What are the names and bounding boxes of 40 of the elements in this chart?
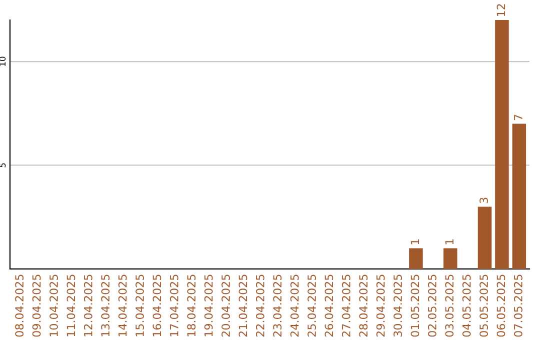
x-tick-label: 29.04.2025 — [376, 274, 385, 337]
x-tick-label: 13.04.2025 — [101, 274, 110, 336]
x-tick-label: 01.05.2025 — [410, 274, 420, 337]
x-tick-label: 02.05.2025 — [428, 274, 436, 337]
x-tick-label: 03.05.2025 — [445, 274, 454, 337]
x-tick-label: 20.04.2025 — [222, 274, 230, 337]
x-tick-label: 16.04.2025 — [152, 274, 162, 336]
x-tick-label: 30.04.2025 — [394, 274, 402, 337]
bar — [512, 124, 526, 269]
x-tick-label: 25.04.2025 — [308, 274, 316, 337]
data-label: 1 — [445, 239, 454, 244]
bar — [409, 248, 423, 269]
bar — [495, 20, 509, 269]
x-tick-label: 12.04.2025 — [84, 274, 92, 336]
x-tick-label: 17.04.2025 — [170, 274, 178, 336]
data-label: 7 — [514, 114, 522, 120]
x-tick-label: 24.04.2025 — [290, 274, 299, 337]
x-tick-label: 11.04.2025 — [66, 274, 76, 336]
data-label: 1 — [410, 239, 420, 244]
x-tick-label: 06.05.2025 — [496, 274, 506, 337]
x-tick-label: 27.04.2025 — [342, 274, 350, 337]
bar — [443, 248, 458, 269]
x-tick-label: 10.04.2025 — [50, 274, 58, 336]
x-tick-label: 14.04.2025 — [118, 274, 127, 336]
x-tick-label: 15.04.2025 — [136, 274, 144, 336]
x-tick-label: 19.04.2025 — [204, 274, 213, 336]
x-tick-label: 08.04.2025 — [15, 274, 24, 337]
x-tick-label: 22.04.2025 — [256, 274, 264, 337]
x-tick-label: 28.04.2025 — [359, 274, 368, 337]
x-tick-label: 04.05.2025 — [462, 274, 471, 337]
x-tick-label: 09.04.2025 — [32, 274, 41, 337]
x-tick-label: 07.05.2025 — [514, 274, 522, 337]
x-tick-label: 05.05.2025 — [480, 274, 488, 337]
x-tick-label: 23.04.2025 — [273, 274, 282, 337]
x-tick-label: 18.04.2025 — [187, 274, 196, 336]
x-tick-label: 26.04.2025 — [324, 274, 334, 337]
data-label: 12 — [496, 4, 506, 16]
x-tick-label: 21.04.2025 — [238, 274, 248, 337]
bar — [478, 206, 492, 269]
data-label: 3 — [480, 198, 488, 204]
